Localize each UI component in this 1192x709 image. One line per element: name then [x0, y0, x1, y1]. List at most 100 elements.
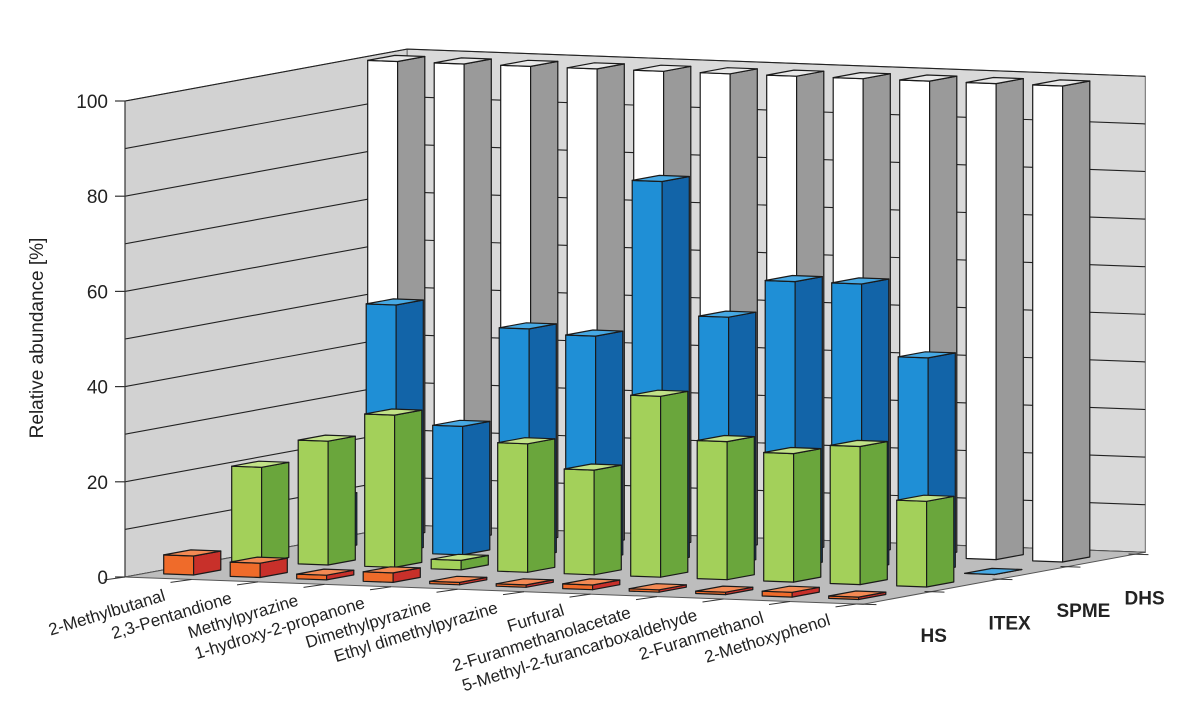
bar-front [432, 424, 464, 556]
bar-front [896, 499, 928, 588]
bar-top [764, 274, 823, 283]
bar-top [628, 583, 687, 591]
bar-top [297, 434, 356, 442]
series-label: DHS [1125, 589, 1165, 610]
bar-top [364, 408, 423, 416]
bar-hs-10 [761, 585, 820, 598]
x-tick [702, 598, 724, 603]
y-tick-label: 40 [87, 378, 108, 399]
bar-side [327, 435, 356, 566]
bar-hs-7 [562, 578, 621, 591]
bar-spme-3 [432, 419, 491, 556]
series-label: HS [921, 626, 947, 647]
bar-itex-4 [430, 553, 489, 571]
bar-top [495, 578, 554, 586]
bar-side [593, 464, 622, 576]
bar-itex-6 [563, 463, 622, 576]
series-label: SPME [1057, 601, 1111, 622]
bar-hs-3 [296, 568, 355, 581]
bar-side [995, 77, 1024, 561]
bar-top [766, 69, 825, 77]
x-tick [768, 601, 791, 605]
bar-top [896, 494, 955, 502]
bar-top [897, 351, 956, 359]
depth-tick [924, 590, 945, 593]
bar-front [630, 394, 662, 578]
bar-itex-10 [829, 439, 888, 586]
x-tick [436, 588, 458, 593]
bar-top [695, 585, 754, 593]
bar-top [231, 460, 290, 468]
x-tick [635, 596, 658, 601]
depth-tick [1060, 565, 1081, 568]
bar-side [394, 409, 423, 569]
bar-top [429, 575, 488, 584]
bar-hs-9 [695, 585, 754, 596]
bar-front [829, 444, 861, 586]
bar-top [964, 567, 1023, 576]
axis-labels: Relative abundance [%]2-Methylbutanal2,3… [27, 238, 1165, 696]
bar-top [498, 322, 557, 330]
bar-itex-2 [297, 434, 356, 566]
bar-top [229, 556, 288, 564]
bar-front [1032, 84, 1064, 563]
y-tick-label: 20 [87, 473, 108, 494]
bar-top [829, 439, 888, 448]
bar-top [430, 553, 489, 562]
depth-tick [1128, 553, 1149, 556]
bar-top [899, 74, 958, 82]
bar-side [1061, 80, 1091, 563]
series-label: ITEX [989, 614, 1032, 635]
bar-itex-5 [497, 437, 556, 573]
bar-side [792, 448, 822, 583]
bar-top [362, 566, 421, 574]
y-tick-label: 60 [87, 282, 108, 303]
bar-top [965, 76, 1024, 85]
chart-bars [163, 54, 1091, 601]
bar-itex-7 [630, 389, 689, 578]
bar-hs-11 [828, 590, 887, 601]
bar-front [362, 571, 394, 584]
bar-itex-9 [763, 446, 822, 583]
y-axis-label: Relative abundance [%] [27, 238, 48, 439]
bar-top [631, 174, 690, 183]
bar-front [497, 442, 529, 573]
bar-top [831, 277, 890, 285]
bar-hs-1 [163, 549, 222, 576]
bar-top [432, 419, 491, 427]
x-tick [303, 583, 325, 588]
x-tick [569, 593, 591, 598]
bar-front [297, 439, 329, 566]
bar-top [696, 434, 755, 443]
bar-dhs-11 [1032, 79, 1091, 563]
bar-front [231, 465, 263, 564]
bar-front [965, 81, 997, 561]
x-tick [502, 591, 525, 596]
bar-top [163, 549, 222, 557]
y-tick-label: 100 [76, 92, 108, 113]
bar-top [562, 578, 621, 586]
bar-front [163, 554, 195, 576]
depth-tick [992, 578, 1013, 581]
depth-tick [856, 603, 877, 606]
bar-front [229, 561, 261, 579]
bar-front [763, 451, 795, 583]
bar-front [696, 439, 728, 581]
bar-side [859, 440, 888, 586]
bar-front [364, 413, 396, 569]
bar-front [430, 558, 462, 571]
bar-top [761, 585, 820, 593]
bar-front [563, 468, 595, 576]
bar-dhs-10 [965, 76, 1024, 561]
y-tick-label: 0 [97, 568, 108, 589]
x-tick [170, 578, 192, 583]
bar-spme-11 [964, 567, 1023, 576]
bar-hs-6 [495, 578, 554, 588]
bar-top [699, 67, 758, 75]
bar-itex-11 [896, 494, 955, 588]
bar-side [659, 390, 689, 578]
bar-top [365, 298, 424, 306]
bar-itex-3 [364, 408, 423, 569]
bar-hs-8 [628, 583, 687, 593]
